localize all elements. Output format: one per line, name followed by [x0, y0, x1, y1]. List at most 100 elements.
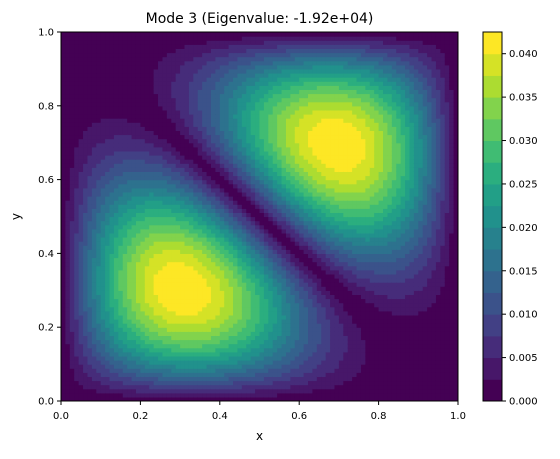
contour-cell — [149, 89, 155, 95]
contour-cell — [180, 109, 186, 115]
contour-cell — [149, 306, 155, 312]
contour-cell — [65, 200, 71, 205]
contour-cell — [277, 36, 283, 41]
contour-cell — [74, 150, 80, 156]
contour-cell — [219, 273, 225, 279]
contour-cell — [65, 331, 71, 336]
contour-cell — [171, 175, 177, 181]
contour-cell — [250, 339, 256, 345]
contour-cell — [259, 286, 265, 291]
contour-cell — [91, 278, 97, 283]
contour-cell — [224, 355, 230, 361]
contour-cell — [294, 310, 300, 316]
contour-cell — [166, 208, 172, 213]
contour-cell — [210, 364, 216, 369]
contour-cell — [188, 200, 194, 205]
contour-cell — [91, 364, 97, 369]
contour-cell — [237, 44, 243, 49]
contour-cell — [277, 183, 283, 189]
contour-cell — [290, 130, 296, 136]
contour-cell — [140, 204, 146, 209]
contour-cell — [228, 32, 234, 37]
contour-cell — [180, 368, 186, 373]
contour-cell — [91, 109, 97, 115]
contour-cell — [149, 142, 155, 148]
contour-cell — [69, 97, 75, 103]
contour-cell — [219, 360, 225, 365]
contour-cell — [277, 220, 283, 226]
contour-cell — [65, 372, 71, 377]
contour-cell — [268, 40, 274, 45]
contour-cell — [162, 146, 168, 152]
contour-cell — [180, 200, 186, 205]
contour-cell — [184, 294, 190, 300]
contour-cell — [184, 339, 190, 345]
contour-cell — [290, 347, 296, 353]
contour-cell — [74, 343, 80, 349]
contour-cell — [135, 224, 141, 230]
contour-cell — [158, 298, 164, 304]
contour-cell — [180, 187, 186, 193]
contour-cell — [122, 167, 128, 172]
contour-cell — [78, 97, 84, 103]
contour-cell — [96, 105, 102, 111]
contour-cell — [233, 163, 239, 168]
contour-cell — [188, 36, 194, 41]
contour-cell — [162, 302, 168, 308]
contour-cell — [83, 224, 89, 230]
contour-cell — [83, 167, 89, 172]
contour-cell — [294, 200, 300, 205]
contour-cell — [87, 64, 93, 70]
contour-cell — [290, 101, 296, 107]
contour-cell — [127, 52, 133, 58]
contour-cell — [193, 146, 199, 152]
contour-cell — [210, 241, 216, 246]
contour-cell — [210, 216, 216, 222]
contour-cell — [263, 118, 269, 123]
contour-cell — [228, 306, 234, 312]
contour-cell — [131, 130, 137, 136]
contour-cell — [149, 351, 155, 357]
contour-cell — [228, 73, 234, 78]
contour-cell — [294, 97, 300, 103]
contour-cell — [162, 109, 168, 115]
contour-cell — [171, 347, 177, 353]
contour-cell — [61, 355, 67, 361]
contour-cell — [233, 380, 239, 386]
contour-cell — [188, 32, 194, 37]
contour-cell — [180, 142, 186, 148]
contour-cell — [113, 323, 119, 328]
contour-cell — [197, 339, 203, 345]
contour-cell — [153, 327, 159, 332]
contour-cell — [290, 331, 296, 336]
contour-cell — [87, 208, 93, 213]
contour-cell — [118, 89, 124, 95]
contour-cell — [255, 85, 261, 90]
contour-cell — [237, 286, 243, 291]
contour-cell — [166, 323, 172, 328]
contour-cell — [202, 32, 208, 37]
contour-cell — [268, 105, 274, 111]
contour-cell — [166, 196, 172, 201]
contour-cell — [144, 360, 150, 365]
contour-cell — [237, 343, 243, 349]
contour-cell — [206, 175, 212, 181]
contour-cell — [299, 130, 305, 136]
contour-cell — [140, 355, 146, 361]
contour-cell — [224, 93, 230, 99]
contour-cell — [140, 331, 146, 336]
contour-cell — [105, 372, 111, 377]
contour-cell — [96, 163, 102, 168]
contour-cell — [140, 163, 146, 168]
contour-cell — [188, 232, 194, 238]
contour-cell — [171, 109, 177, 115]
contour-cell — [281, 187, 287, 193]
contour-cell — [122, 323, 128, 328]
contour-cell — [180, 64, 186, 70]
contour-cell — [228, 81, 234, 86]
contour-cell — [215, 146, 221, 152]
contour-cell — [162, 257, 168, 263]
contour-cell — [197, 183, 203, 189]
contour-cell — [294, 183, 300, 189]
contour-cell — [105, 347, 111, 353]
